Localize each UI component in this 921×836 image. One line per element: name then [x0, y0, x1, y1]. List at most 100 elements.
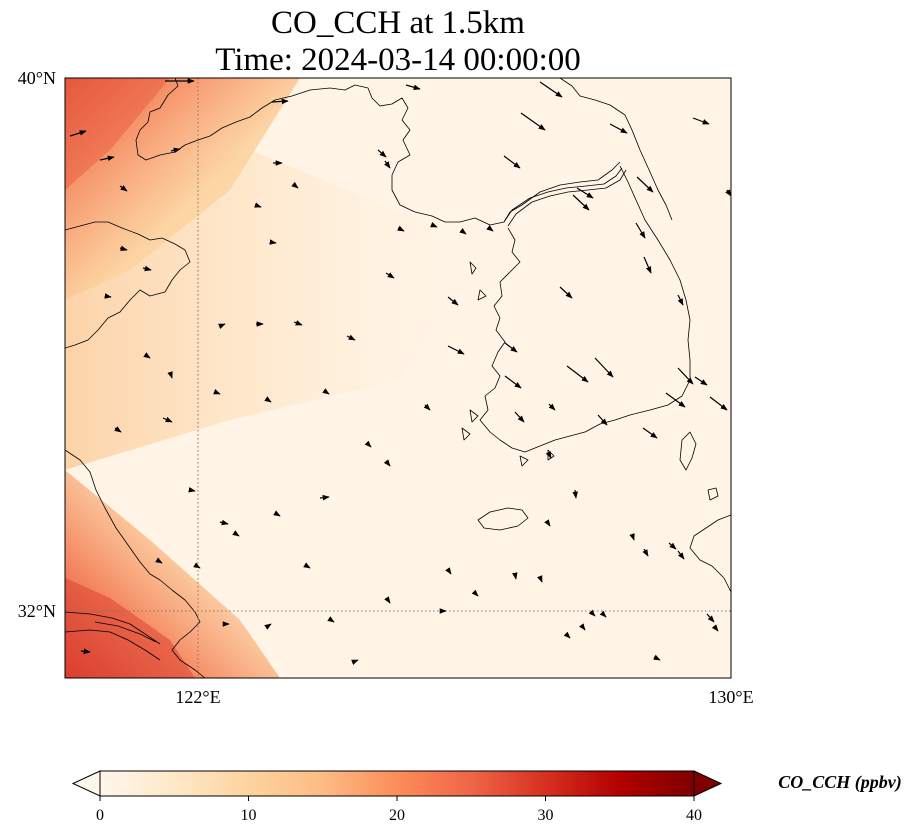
- map-panel: [64, 77, 732, 679]
- wind-vector-arrow: [423, 403, 431, 411]
- coastline-yangtze-estuary: [65, 611, 161, 661]
- wind-vector-arrow: [430, 222, 438, 228]
- colorbar: 0 10 20 30 40 CO_CCH (ppbv): [71, 770, 902, 824]
- wind-vector-arrow: [69, 130, 87, 137]
- coastline-north-korea-east: [559, 78, 673, 221]
- gridlines: [65, 78, 731, 678]
- wind-vector-arrow: [188, 487, 196, 493]
- wind-vector-arrow: [563, 631, 571, 639]
- wind-vector-arrow: [459, 227, 467, 235]
- wind-vector-arrow: [544, 519, 551, 527]
- colorbar-tick-label: 20: [389, 807, 405, 824]
- colorbar-tick-label: 10: [241, 807, 257, 824]
- coastline-korea-west: [479, 165, 691, 453]
- wind-vector-arrow: [537, 575, 543, 583]
- wind-vector-arrow: [264, 396, 272, 403]
- wind-vector-arrow: [486, 224, 494, 232]
- wind-vector-arrow: [653, 654, 661, 661]
- wind-vector-arrow: [706, 613, 715, 623]
- lon-label-130e: 130°E: [708, 687, 753, 707]
- colorbar-label: CO_CCH (ppbv): [778, 772, 902, 793]
- wind-vector-arrow: [512, 572, 518, 580]
- wind-vector-arrow: [213, 389, 221, 395]
- wind-vector-arrow: [232, 530, 240, 537]
- map-title-line-2: Time: 2024-03-14 00:00:00: [215, 42, 580, 78]
- colorbar-gradient: [99, 770, 695, 797]
- wind-vector-arrow: [572, 489, 578, 499]
- wind-vector-arrow: [588, 609, 596, 617]
- wind-vector-arrow: [578, 623, 586, 631]
- wind-vector-arrow: [711, 624, 719, 632]
- wind-vector-arrow: [471, 589, 479, 597]
- wind-vector-arrow: [219, 519, 229, 526]
- wind-vector-arrow: [384, 160, 391, 169]
- wind-vector-arrow: [405, 84, 421, 90]
- wind-vector-arrow: [155, 557, 163, 564]
- coastline-kyushu: [689, 487, 731, 593]
- wind-vector-arrow: [99, 155, 115, 162]
- wind-vector-arrow: [303, 562, 311, 569]
- wind-vector-arrow: [642, 427, 658, 439]
- wind-vector-arrow: [293, 320, 303, 326]
- map-title-line-1: CO_CCH at 1.5km: [271, 5, 525, 41]
- wind-vector-arrow: [548, 403, 556, 411]
- wind-vector-arrow: [167, 371, 173, 379]
- wind-vector-arrow: [572, 194, 590, 211]
- colorbar-extend-low: [71, 770, 101, 797]
- wind-vector-arrow: [119, 245, 128, 251]
- colorbar-extend-high: [693, 770, 723, 797]
- wind-vector-arrow: [692, 117, 710, 125]
- map-frame: [64, 77, 732, 679]
- wind-vector-arrow: [377, 149, 387, 158]
- wind-vector-arrow: [668, 542, 677, 550]
- wind-vector-arrow: [539, 81, 563, 98]
- wind-vector-arrow: [520, 112, 546, 131]
- wind-vector-arrow: [397, 225, 405, 232]
- coastline-jiangsu: [65, 449, 206, 678]
- wind-vector-arrow: [384, 596, 391, 604]
- wind-vector-arrow: [642, 548, 649, 557]
- wind-vector-arrow: [566, 365, 589, 383]
- wind-vector-arrow: [104, 293, 112, 299]
- wind-vector-arrow: [576, 187, 594, 199]
- wind-vector-arrow: [346, 334, 356, 341]
- wind-vector-arrow: [597, 414, 608, 426]
- wind-vector-arrow: [594, 357, 614, 378]
- field-hotspot-southwest: [65, 578, 195, 678]
- wind-vector-arrow: [193, 562, 201, 569]
- wind-vector-arrow: [635, 222, 646, 239]
- wind-vector-arrow: [254, 202, 262, 208]
- coastline-tsushima: [679, 431, 697, 471]
- coastline-jeju: [477, 507, 529, 531]
- wind-vector-arrow: [269, 239, 277, 245]
- wind-vector-arrow: [504, 375, 522, 389]
- wind-vector-arrow: [504, 342, 518, 353]
- wind-vector-arrow: [291, 181, 299, 189]
- wind-vector-arrow: [319, 494, 330, 501]
- wind-vector-arrow: [609, 123, 628, 134]
- wind-vector-arrow: [351, 659, 359, 665]
- wind-vector-arrow: [80, 648, 91, 655]
- wind-vector-arrow: [665, 392, 686, 408]
- wind-vector-arrow: [327, 616, 335, 623]
- coastline-shandong: [65, 221, 191, 349]
- wind-vector-arrow: [447, 345, 465, 355]
- colorbar-tick-label: 30: [538, 807, 554, 824]
- wind-vector-arrow: [694, 376, 708, 386]
- wind-vectors: [69, 78, 731, 665]
- colorbar-tick-label: 40: [686, 807, 702, 824]
- wind-vector-arrow: [677, 367, 694, 385]
- field-hotspot-northwest: [65, 78, 170, 190]
- wind-vector-arrow: [218, 323, 226, 329]
- wind-vector-arrow: [545, 451, 552, 459]
- wind-vector-arrow: [636, 176, 654, 193]
- wind-vector-arrow: [142, 265, 152, 272]
- lat-label-40n: 40°N: [18, 68, 56, 88]
- coastline-dmz-border: [503, 167, 627, 227]
- wind-vector-arrow: [271, 98, 289, 105]
- wind-vector-arrow: [364, 440, 372, 448]
- wind-vector-arrow: [447, 296, 459, 306]
- wind-vector-arrow: [383, 459, 391, 467]
- wind-vector-arrow: [170, 147, 181, 154]
